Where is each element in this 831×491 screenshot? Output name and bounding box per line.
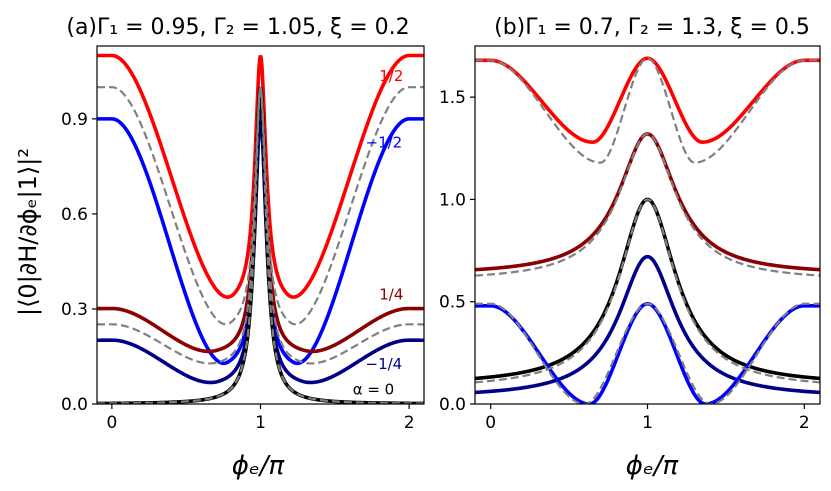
panel-a-series-reference-0 xyxy=(97,86,424,404)
panel-a-series-reference-1-2 xyxy=(97,86,424,326)
panel-b-title: (b)Γ₁ = 0.7, Γ₂ = 1.3, ξ = 0.5 xyxy=(494,15,810,40)
panel-b-series-group xyxy=(475,56,820,404)
panel-b-y-tick-label: 1.0 xyxy=(439,190,466,210)
panel-a-series-group xyxy=(97,53,424,404)
panel-a-annotation-1-2: 1/2 xyxy=(379,67,403,85)
panel-b-x-tick-label: 1 xyxy=(642,413,653,433)
panel-a-annotation-0: α = 0 xyxy=(353,380,395,398)
panel-a-annotation-1-4: 1/4 xyxy=(379,285,403,303)
panel-a-annotation-1-2: −1/2 xyxy=(366,133,403,151)
panel-a-series-1-4 xyxy=(97,112,424,385)
panel-a-y-tick-label: 0.3 xyxy=(61,300,88,320)
panel-a-y-tick-label: 0.6 xyxy=(61,205,88,225)
panel-a-annotation-1-4: −1/4 xyxy=(366,355,403,373)
panel-a-x-tick-label: 2 xyxy=(404,413,415,433)
panel-a-plot-area: 0 1 2 0.0 0.3 0.6 0.9 1/2 −1/2 1/4 −1/4 α = 0 xyxy=(61,45,425,433)
panel-b-y-tick-label: 1.5 xyxy=(439,88,466,108)
panel-b-series-reference-1-2 xyxy=(475,302,820,404)
panel-a-x-axis-label: ϕₑ/π xyxy=(232,451,285,481)
panel-a-x-tick-label: 0 xyxy=(106,413,117,433)
panel-b-series-1-2 xyxy=(475,56,820,144)
panel-b-x-axis-label: ϕₑ/π xyxy=(626,451,679,481)
panel-b: (b)Γ₁ = 0.7, Γ₂ = 1.3, ξ = 0.5 ϕₑ/π 0 1 20… xyxy=(439,15,821,481)
panel-b-x-tick-label: 0 xyxy=(485,413,496,433)
panel-a-y-tick-label: 0.9 xyxy=(61,110,88,130)
panel-b-series-reference-1-2 xyxy=(475,57,820,164)
panel-b-series-0 xyxy=(475,197,820,381)
panel-b-series-reference-0 xyxy=(475,198,820,384)
panel-b-x-tick-label: 2 xyxy=(799,413,810,433)
panel-b-series-reference-1-4 xyxy=(475,132,820,277)
panel-b-axes-frame xyxy=(474,45,821,405)
panel-b-y-tick-label: 0.0 xyxy=(439,395,466,415)
y-axis-label: |⟨0|∂H/∂ϕₑ|1⟩|² xyxy=(14,148,42,316)
panel-a-y-tick-label: 0.0 xyxy=(61,395,88,415)
panel-a-series-1-2 xyxy=(97,53,424,299)
panel-b-series-1-4 xyxy=(475,132,820,272)
panel-b-plot-area: 0 1 2 0.0 0.5 1.0 1.5 xyxy=(439,45,821,433)
panel-a-series-1-2 xyxy=(97,117,424,366)
panel-a-x-tick-label: 1 xyxy=(255,413,266,433)
panel-b-series-1-4 xyxy=(475,254,820,395)
panel-b-y-tick-label: 0.5 xyxy=(439,293,466,313)
panel-a-title: (a)Γ₁ = 0.95, Γ₂ = 1.05, ξ = 0.2 xyxy=(66,15,409,40)
panel-a: (a)Γ₁ = 0.95, Γ₂ = 1.05, ξ = 0.2 |⟨0|∂H/… xyxy=(14,15,425,481)
